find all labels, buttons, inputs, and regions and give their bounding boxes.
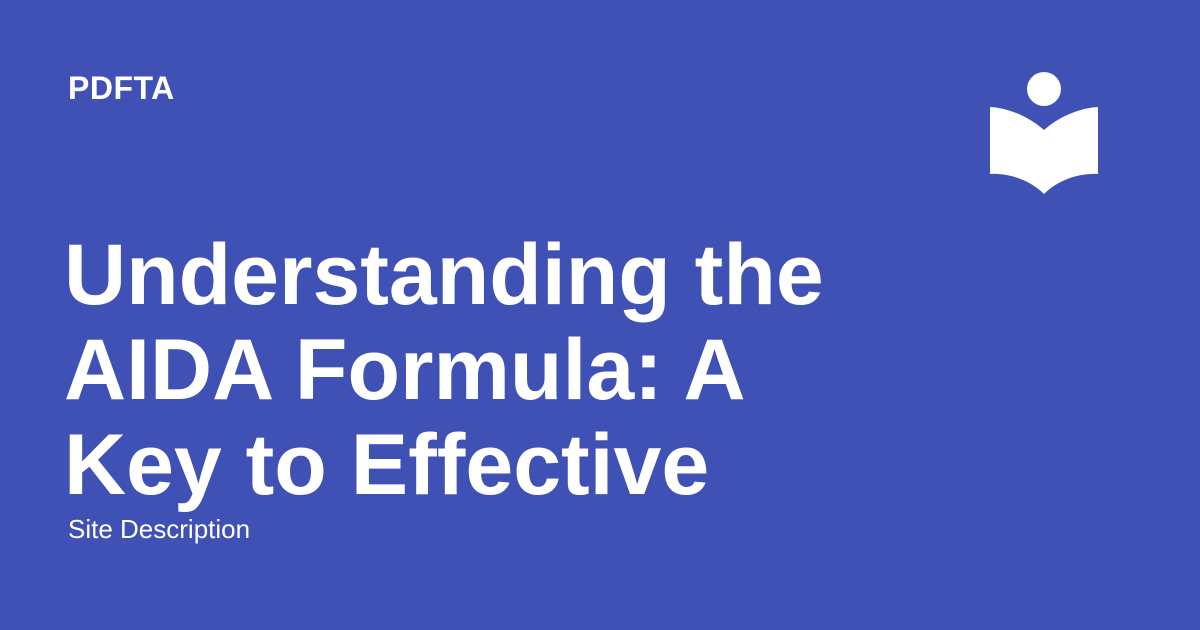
article-title-line-3: Key to Effective: [64, 416, 710, 513]
site-description: Site Description: [68, 514, 251, 544]
article-title-line-2: AIDA Formula: A: [64, 321, 746, 418]
article-title: Understanding the AIDA Formula: A Key to…: [64, 226, 924, 513]
article-title-line-1: Understanding the: [64, 226, 824, 323]
reader-book-icon: [988, 70, 1100, 198]
site-name: PDFTA: [68, 70, 175, 106]
